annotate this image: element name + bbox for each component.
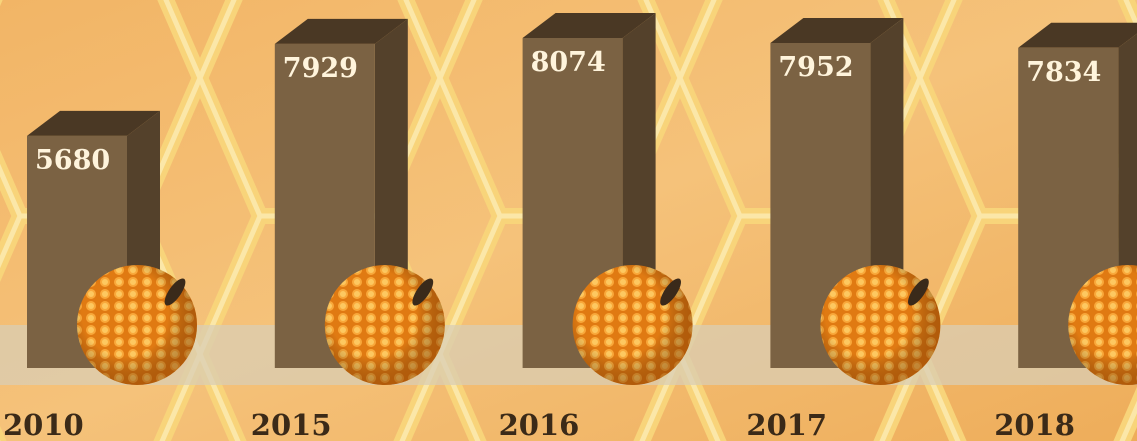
x-tick-label: 2010 [3,408,84,441]
value-label: 7929 [283,53,358,84]
value-label: 5680 [35,145,110,176]
x-tick-label: 2016 [499,408,580,441]
x-tick-label: 2018 [994,408,1075,441]
value-label: 7952 [778,52,853,83]
chart: 5680 2010 7929 2015 8074 2016 7952 2017 7834 2018 [0,0,1137,441]
value-label: 8074 [531,47,606,78]
x-tick-label: 2015 [251,408,332,441]
x-tick-label: 2017 [746,408,827,441]
value-label: 7834 [1026,57,1101,88]
